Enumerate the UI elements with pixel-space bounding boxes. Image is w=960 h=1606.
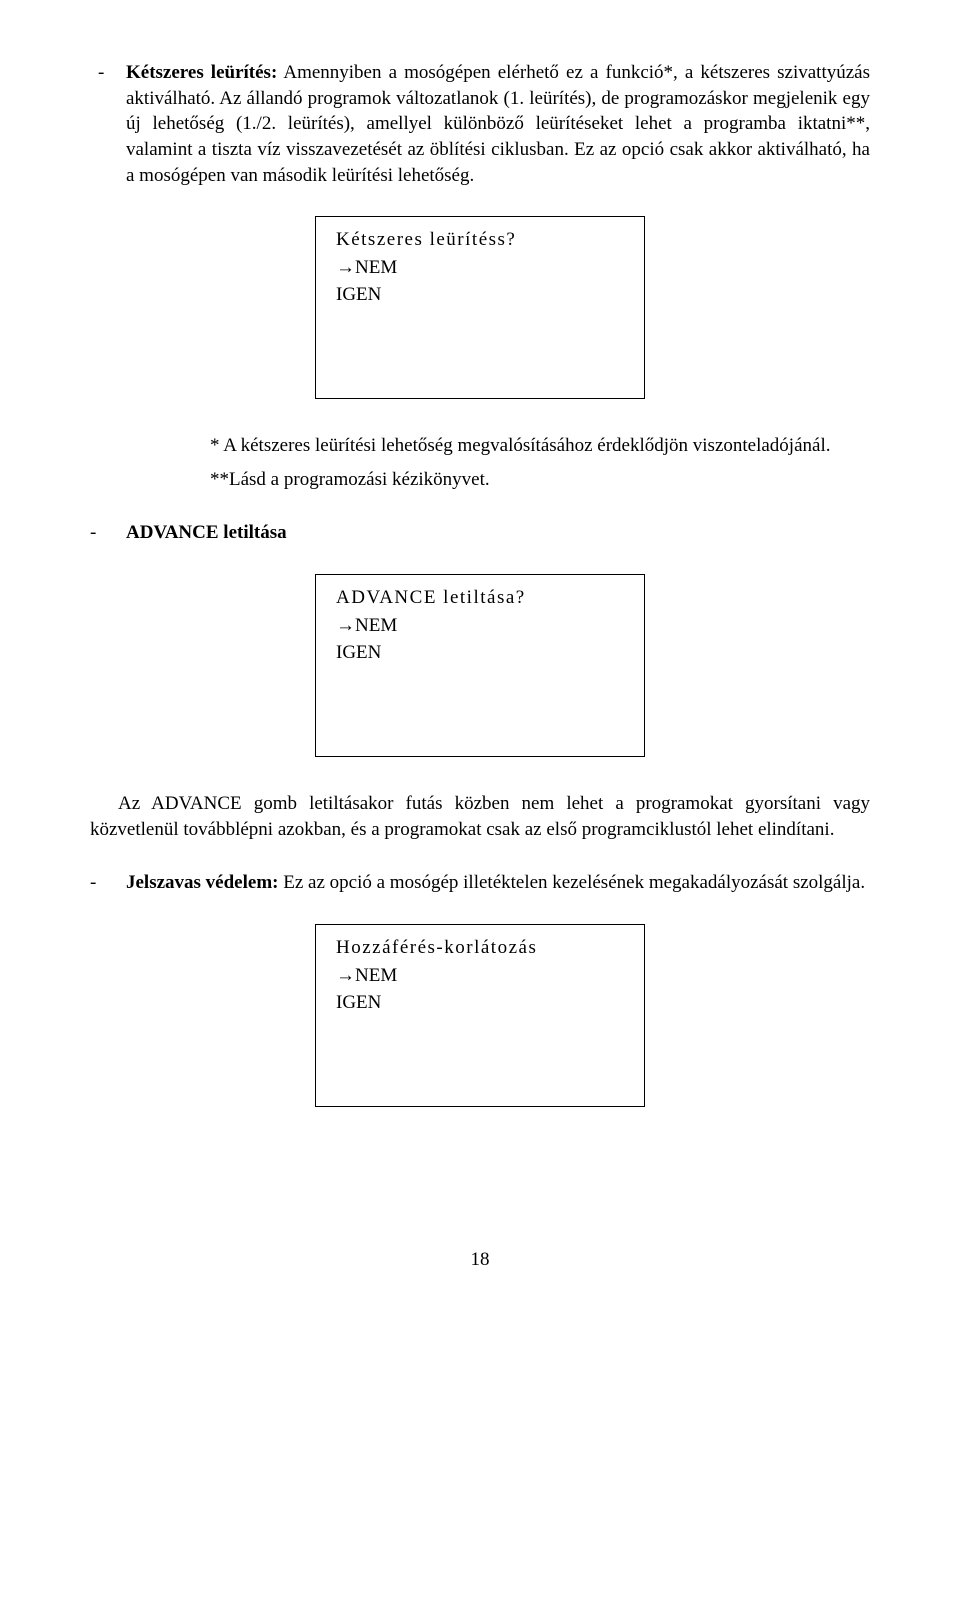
bullet-dash: -	[90, 520, 96, 546]
section-advance-disable: - ADVANCE letiltása	[90, 520, 870, 546]
footnote-double-star: **Lásd a programozási kézikönyvet.	[90, 467, 870, 493]
box-title: Hozzáférés-korlátozás	[336, 935, 624, 961]
box-advance-disable: ADVANCE letiltása? →NEM IGEN	[315, 574, 645, 757]
box-title: ADVANCE letiltása?	[336, 585, 624, 611]
box-option-no: →NEM	[336, 613, 624, 639]
box-option-yes: IGEN	[336, 282, 624, 308]
box-option-no: →NEM	[336, 255, 624, 281]
section-title-double-drain: Kétszeres leürítés:	[126, 62, 277, 83]
box-option-yes: IGEN	[336, 990, 624, 1016]
section-password: - Jelszavas védelem: Ez az opció a mosóg…	[90, 870, 870, 896]
box-access-restrict: Hozzáférés-korlátozás →NEM IGEN	[315, 924, 645, 1107]
bullet-dash: -	[98, 60, 104, 86]
section-title-advance: ADVANCE letiltása	[126, 522, 287, 543]
section-title-password: Jelszavas védelem:	[126, 872, 278, 893]
page-number: 18	[90, 1247, 870, 1273]
section-body-password: Ez az opció a mosógép illetéktelen kezel…	[278, 872, 865, 893]
box-title: Kétszeres leürítéss?	[336, 227, 624, 253]
box-option-yes: IGEN	[336, 640, 624, 666]
bullet-dash: -	[90, 870, 96, 896]
box-option-no: →NEM	[336, 963, 624, 989]
footnote-star: * A kétszeres leürítési lehetőség megval…	[90, 433, 870, 459]
section-double-drain: - Kétszeres leürítés: Amennyiben a mosóg…	[90, 60, 870, 188]
paragraph-advance-explain: Az ADVANCE gomb letiltásakor futás közbe…	[90, 791, 870, 842]
box-double-drain: Kétszeres leürítéss? →NEM IGEN	[315, 216, 645, 399]
